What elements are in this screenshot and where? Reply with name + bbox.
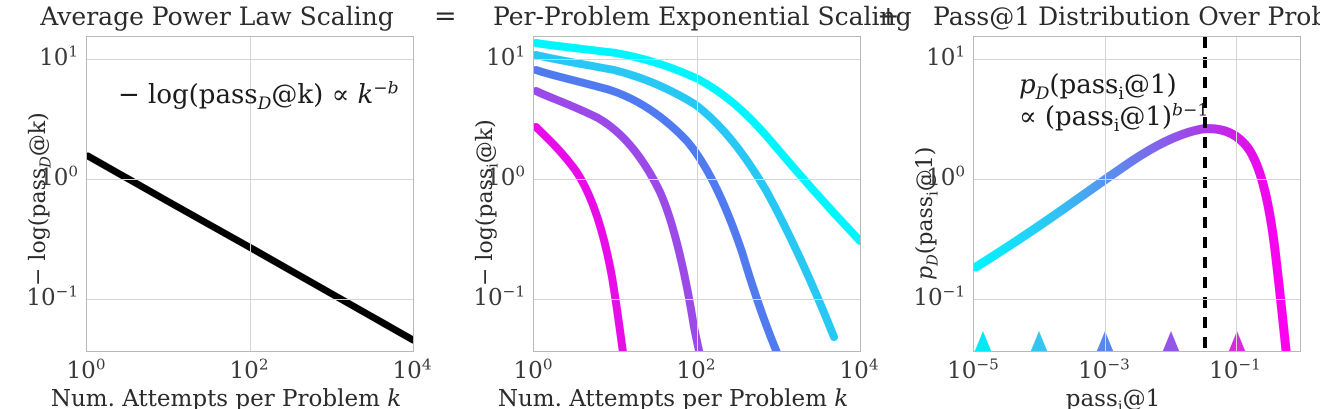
exp-curve-2	[534, 51, 838, 341]
marker-triangle-5	[1228, 331, 1246, 351]
xlabel-p1: Num. Attempts per Problem k	[50, 386, 402, 409]
ylabel-p3: pD(passi@1)	[913, 146, 942, 280]
panel-average-power-law-scaling: Average Power Law Scaling − log(passD@k)…	[0, 0, 434, 409]
annotation-distribution: pᴰ(passᵢ@1) pD(passi@1) ∝ (passi@1)b−1	[1019, 70, 1209, 136]
operator-equals: =	[434, 1, 457, 32]
annotation-powerlaw: − log(passD@k) ∝ k−b	[118, 78, 399, 115]
gridline-x-10e2-p2	[697, 37, 698, 351]
ytick-10e1-p3: 101	[926, 42, 965, 71]
operator-plus: +	[877, 1, 900, 32]
panel-per-problem-exponential-scaling: Per-Problem Exponential Scaling 101 100 …	[473, 0, 912, 409]
panel-title-2: Per-Problem Exponential Scaling	[493, 2, 912, 31]
ytick-10e1-p2: 101	[486, 42, 525, 71]
xtick-10e4-p1: 104	[392, 355, 432, 384]
gridline-y-10e-1-p3	[974, 299, 1300, 300]
exp-curve-4	[534, 87, 704, 351]
ytick-10e0-p2: 100	[486, 162, 525, 191]
marker-triangle-1	[974, 331, 992, 351]
exp-curve-5	[534, 123, 627, 351]
ytick-10e0-p3: 100	[926, 162, 965, 191]
xtick-10e0-p2: 100	[513, 355, 553, 384]
ytick-10e-1-p3: 10−1	[913, 282, 965, 311]
plot-area-1	[86, 36, 414, 352]
exponential-curves-svg	[534, 39, 860, 351]
xtick-10e2-p1: 102	[229, 355, 269, 384]
plot-area-2	[533, 36, 861, 352]
ytick-10e-1-p2: 10−1	[473, 282, 525, 311]
powerlaw-line-svg	[87, 152, 413, 344]
exp-curve-1	[534, 39, 860, 245]
exp-curve-3	[534, 66, 781, 351]
plot-area-3	[973, 36, 1301, 352]
xtick-10e4-p2: 104	[839, 355, 879, 384]
panel-title-1: Average Power Law Scaling	[40, 2, 394, 31]
panel-title-3: Pass@1 Distribution Over Problem	[933, 2, 1320, 31]
xtick-10e0-p1: 100	[66, 355, 106, 384]
gridline-y-10e1-p3	[974, 59, 1300, 60]
ylabel-p1: − log(passD@k)	[26, 112, 55, 286]
xtick-10e2-p2: 102	[676, 355, 716, 384]
xtick-10e-3-p3: 10−3	[1078, 355, 1130, 384]
ylabel-p2: − log(passi@k)	[473, 119, 502, 286]
ytick-10e1-p1: 101	[39, 42, 78, 71]
powerlaw-line	[87, 152, 413, 344]
xlabel-p3: passi@1	[1065, 386, 1161, 409]
xlabel-p2: Num. Attempts per Problem k	[497, 386, 849, 409]
ytick-10e-1-p1: 10−1	[26, 282, 78, 311]
gridline-y-10e0-p3	[974, 179, 1300, 180]
xtick-10e-1-p3: 10−1	[1209, 355, 1261, 384]
gridline-x-10e1-p3	[1236, 37, 1237, 351]
gridline-x-10e3-p3	[1105, 37, 1106, 351]
distribution-curve	[974, 124, 1291, 351]
xtick-10e-5-p3: 10−5	[947, 355, 999, 384]
ytick-10e0-p1: 100	[39, 162, 78, 191]
panel-pass-at-1-distribution: Pass@1 Distribution Over Problem	[913, 0, 1320, 409]
marker-triangle-2	[1030, 331, 1048, 351]
marker-triangle-4	[1162, 331, 1180, 351]
gridline-x-10e2-p1	[250, 37, 251, 351]
